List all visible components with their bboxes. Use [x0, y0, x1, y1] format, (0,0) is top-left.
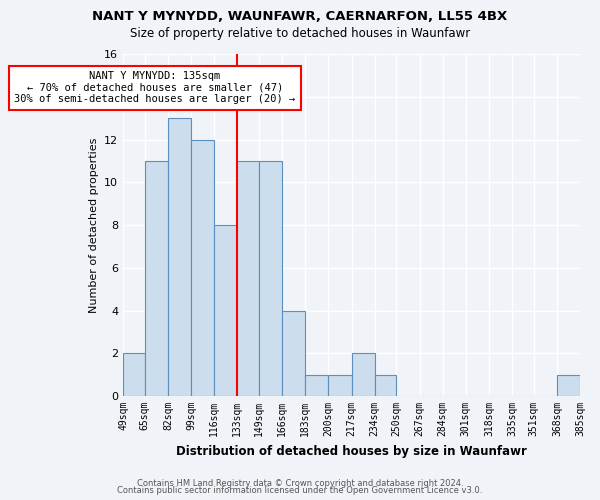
Bar — [145, 161, 168, 396]
Bar — [168, 118, 191, 396]
Text: Size of property relative to detached houses in Waunfawr: Size of property relative to detached ho… — [130, 28, 470, 40]
Bar — [259, 161, 282, 396]
Bar — [328, 374, 352, 396]
Bar — [123, 354, 145, 396]
Text: Contains HM Land Registry data © Crown copyright and database right 2024.: Contains HM Land Registry data © Crown c… — [137, 478, 463, 488]
Bar — [191, 140, 214, 396]
Bar — [305, 374, 328, 396]
Text: NANT Y MYNYDD: 135sqm
← 70% of detached houses are smaller (47)
30% of semi-deta: NANT Y MYNYDD: 135sqm ← 70% of detached … — [14, 71, 296, 104]
Text: NANT Y MYNYDD, WAUNFAWR, CAERNARFON, LL55 4BX: NANT Y MYNYDD, WAUNFAWR, CAERNARFON, LL5… — [92, 10, 508, 23]
Bar — [374, 374, 397, 396]
Bar — [352, 354, 374, 396]
Text: Contains public sector information licensed under the Open Government Licence v3: Contains public sector information licen… — [118, 486, 482, 495]
Bar — [238, 161, 259, 396]
Y-axis label: Number of detached properties: Number of detached properties — [89, 138, 98, 312]
Bar — [557, 374, 580, 396]
Bar — [214, 225, 238, 396]
X-axis label: Distribution of detached houses by size in Waunfawr: Distribution of detached houses by size … — [176, 444, 527, 458]
Bar — [282, 310, 305, 396]
